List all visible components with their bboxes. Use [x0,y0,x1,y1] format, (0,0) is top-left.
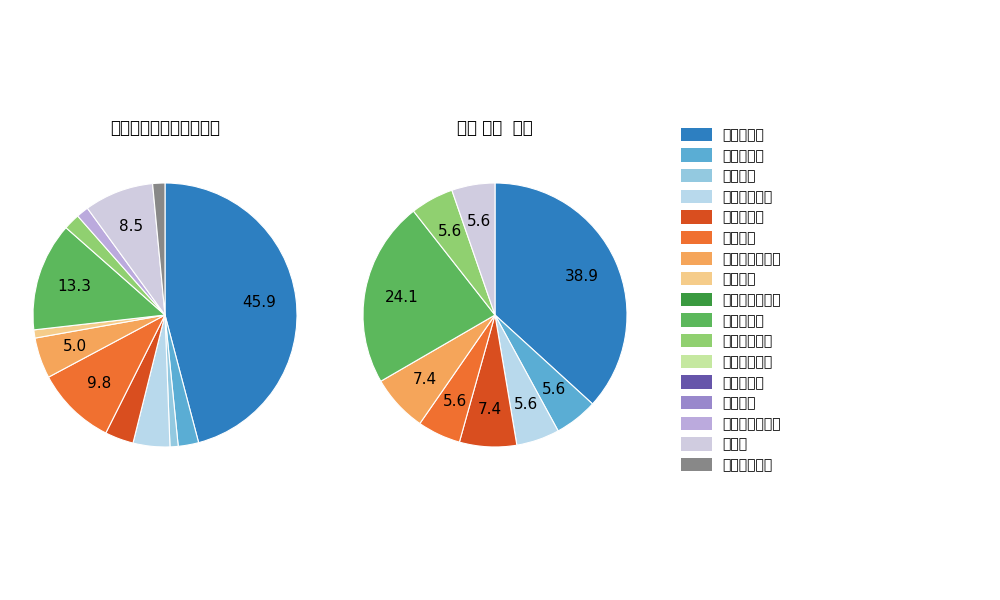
Text: 7.4: 7.4 [413,372,437,387]
Text: 5.6: 5.6 [542,382,566,397]
Wedge shape [495,315,593,431]
Text: 38.9: 38.9 [565,269,599,284]
Text: 24.1: 24.1 [385,290,419,305]
Wedge shape [459,315,517,447]
Wedge shape [78,208,165,315]
Wedge shape [381,315,495,424]
Wedge shape [452,183,495,315]
Wedge shape [133,315,170,447]
Wedge shape [495,183,627,404]
Wedge shape [87,184,165,315]
Wedge shape [495,315,558,445]
Text: 8.5: 8.5 [119,218,143,233]
Text: 45.9: 45.9 [242,295,276,310]
Text: 5.6: 5.6 [467,214,491,229]
Text: 13.3: 13.3 [57,279,91,294]
Wedge shape [34,315,165,338]
Text: 5.6: 5.6 [437,224,462,239]
Wedge shape [153,183,165,315]
Title: 渡部 健人  選手: 渡部 健人 選手 [457,119,533,137]
Wedge shape [414,190,495,315]
Wedge shape [33,228,165,330]
Wedge shape [106,315,165,443]
Legend: ストレート, ツーシーム, シュート, カットボール, スプリット, フォーク, チェンジアップ, シンカー, 高速スライダー, スライダー, 縦スライダー, : ストレート, ツーシーム, シュート, カットボール, スプリット, フォーク,… [677,124,786,476]
Wedge shape [66,216,165,315]
Text: 5.6: 5.6 [514,397,538,412]
Wedge shape [420,315,495,442]
Text: 9.8: 9.8 [87,376,111,391]
Wedge shape [363,211,495,381]
Text: 5.0: 5.0 [63,338,87,353]
Wedge shape [165,315,199,446]
Wedge shape [165,315,178,447]
Text: 5.6: 5.6 [442,394,467,409]
Text: 7.4: 7.4 [478,403,502,418]
Wedge shape [49,315,165,433]
Wedge shape [35,315,165,377]
Wedge shape [165,183,297,443]
Title: パ・リーグ全プレイヤー: パ・リーグ全プレイヤー [110,119,220,137]
